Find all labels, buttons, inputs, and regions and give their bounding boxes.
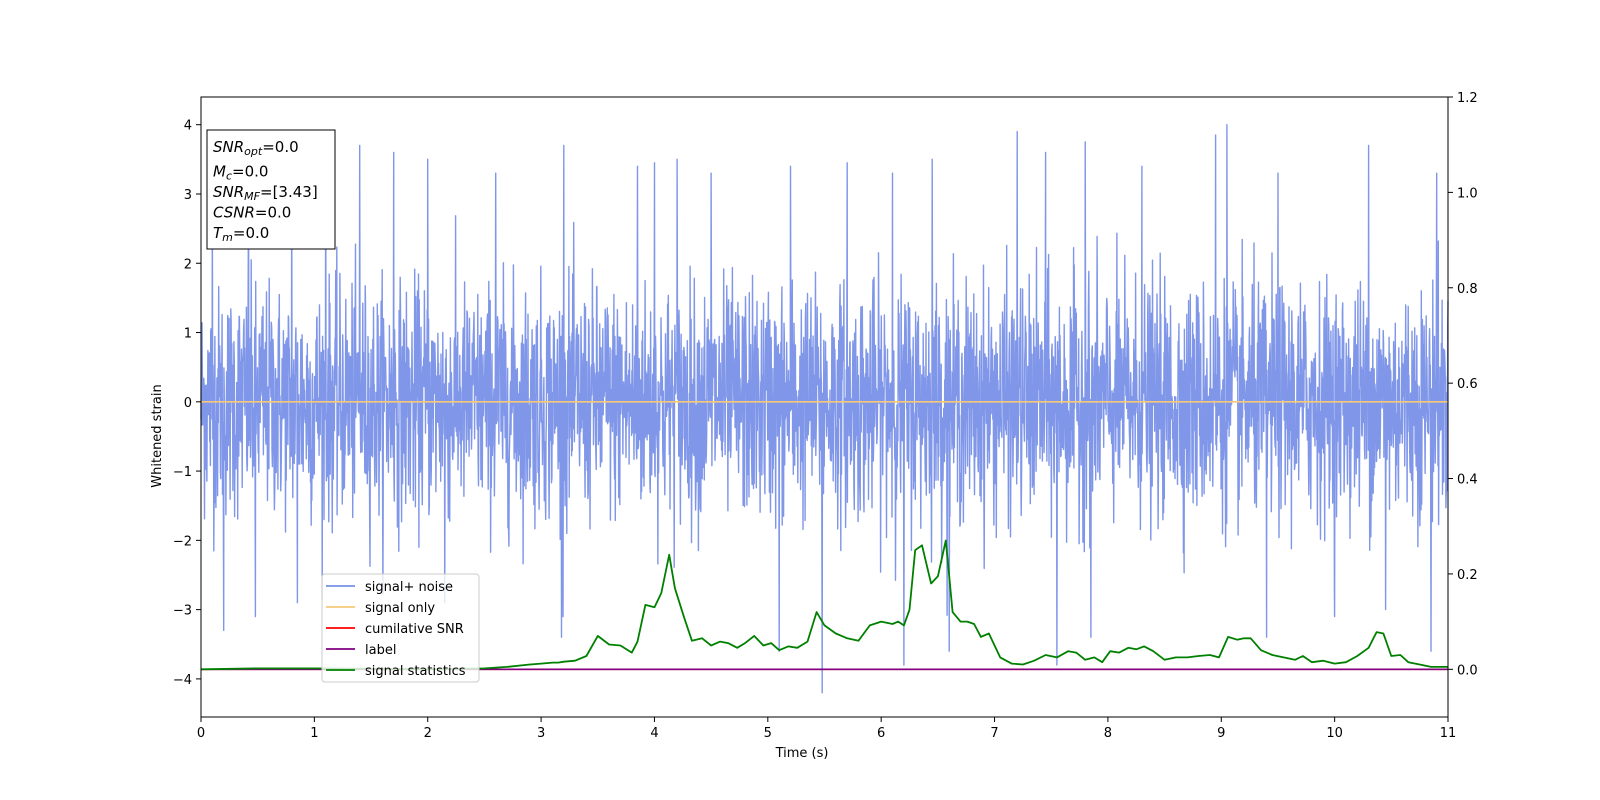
y2-tick-label: 0.2 <box>1457 568 1478 583</box>
info-line: SNRopt=0.0 <box>213 138 299 158</box>
y-tick-label: −4 <box>173 673 192 688</box>
legend-frame <box>321 573 480 683</box>
y2-tick-label: 1.0 <box>1457 186 1478 201</box>
y2-tick-label: 1.2 <box>1457 91 1478 106</box>
signal-statistics-line <box>200 539 1448 671</box>
y-axis-label: Whitened strain <box>150 384 165 487</box>
info-line: SNRMF=[3.43] <box>213 183 318 203</box>
y-tick-label: 4 <box>184 119 192 134</box>
y2-tick-label: 0.8 <box>1457 282 1478 297</box>
x-axis-label: Time (s) <box>775 746 829 761</box>
x-tick-label: 11 <box>1440 726 1457 741</box>
y-tick-label: −3 <box>173 604 192 619</box>
x-tick-label: 9 <box>1217 726 1225 741</box>
y-tick-label: −1 <box>173 465 192 480</box>
y-tick-label: −2 <box>173 534 192 549</box>
noise-series <box>200 124 1449 694</box>
tick-marks: 0 1 2 3 4 5 6 7 8 9 10 11 −4 −3 −2 −1 0 1 2 3 4 0.0 0.2 0.4 0.6 0… <box>173 91 1478 741</box>
y-tick-label: 2 <box>184 257 192 272</box>
signal-noise-line <box>200 124 1449 694</box>
x-tick-label: 5 <box>764 726 772 741</box>
x-tick-label: 6 <box>877 726 885 741</box>
y-tick-label: 3 <box>184 188 192 203</box>
y-tick-label: 0 <box>184 396 192 411</box>
x-tick-label: 7 <box>990 726 998 741</box>
x-tick-label: 1 <box>310 726 318 741</box>
legend-label: label <box>365 643 396 658</box>
info-line: Mc=0.0 <box>213 163 268 183</box>
x-tick-label: 0 <box>197 726 205 741</box>
legend-label: cumilative SNR <box>365 622 464 637</box>
legend: signal+ noise signal only cumilative SNR la… <box>321 573 480 683</box>
info-box-frame <box>206 129 336 250</box>
y2-tick-label: 0.0 <box>1457 663 1478 678</box>
legend-label: signal statistics <box>365 664 466 679</box>
x-tick-label: 3 <box>537 726 545 741</box>
y2-tick-label: 0.6 <box>1457 377 1478 392</box>
x-tick-label: 8 <box>1104 726 1112 741</box>
axes <box>200 96 1449 718</box>
x-tick-label: 10 <box>1326 726 1343 741</box>
y-tick-label: 1 <box>184 327 192 342</box>
y2-tick-label: 0.4 <box>1457 473 1478 488</box>
legend-label: signal only <box>365 601 435 616</box>
x-tick-label: 2 <box>424 726 432 741</box>
legend-label: signal+ noise <box>365 580 453 595</box>
info-line: Tm=0.0 <box>213 224 269 244</box>
info-line: CSNR=0.0 <box>213 204 291 222</box>
x-tick-label: 4 <box>650 726 658 741</box>
plot-frame <box>200 96 1449 718</box>
